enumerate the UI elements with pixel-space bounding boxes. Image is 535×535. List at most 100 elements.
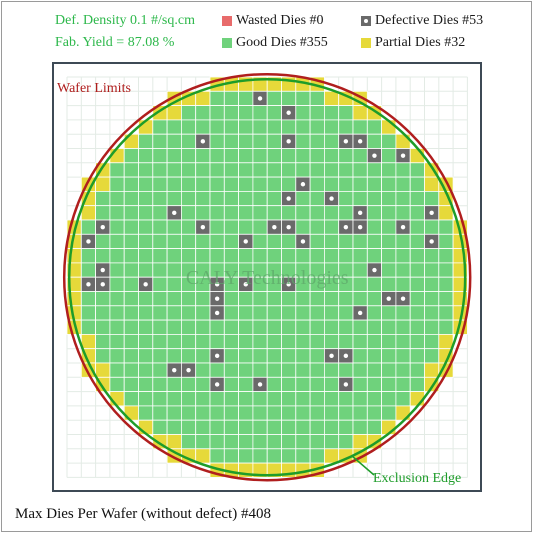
partial-die [352,105,368,121]
good-die [195,348,211,364]
good-die [223,176,240,192]
good-die [181,219,197,235]
good-die [252,119,268,135]
defect-marker [372,153,377,158]
good-die [352,333,368,350]
defect-marker [100,224,105,230]
good-die [252,148,268,164]
defect-marker [86,239,91,244]
watermark-text: CALY Technologies [186,267,349,289]
good-die [123,248,139,264]
good-die [266,305,282,321]
good-die [195,376,211,392]
good-die [195,319,211,335]
good-die [395,319,411,335]
partial-dies-label: Partial Dies #32 [375,35,466,50]
good-die [252,434,268,450]
good-die [323,419,340,435]
good-die [323,376,340,392]
defect-marker [200,224,206,230]
defect-marker [286,139,291,144]
defect-marker [100,282,105,287]
defect-marker [357,210,363,216]
good-die [266,176,282,192]
good-die [209,248,225,264]
good-die [209,319,225,335]
good-die [281,333,297,350]
wasted-swatch [222,16,232,26]
good-die [281,376,297,392]
good-die [266,376,282,392]
good-die [352,262,368,278]
good-die [409,205,425,221]
good-die [266,391,282,407]
good-die [123,291,139,307]
good-die [181,248,197,264]
good-die [181,391,197,407]
good-die [409,291,425,307]
fab-yield-label: Fab. Yield = 87.08 % [55,35,175,50]
good-die [195,176,211,192]
good-die [295,119,311,135]
good-die [438,319,454,335]
good-die [266,162,282,178]
good-die [438,219,454,235]
good-die [238,305,254,321]
good-die [80,262,96,278]
defect-marker [86,282,91,287]
good-die [138,291,154,307]
good-die [223,419,240,435]
good-die [366,176,382,192]
good-die [338,405,354,421]
good-die [181,305,197,321]
defect-marker [329,353,334,359]
good-die [309,248,325,264]
good-die [338,391,354,407]
good-die [266,348,282,364]
good-die [295,348,311,364]
good-die [80,291,96,307]
good-die [95,348,111,364]
good-die [123,362,139,378]
good-die [266,119,282,135]
good-die [109,219,125,235]
good-die [295,319,311,335]
good-die [152,262,168,278]
good-die [381,391,397,407]
partial-swatch [361,38,371,48]
good-die [381,276,397,292]
good-die [323,162,340,178]
defect-marker [343,353,349,359]
good-die [424,191,440,207]
good-die [109,291,125,307]
good-die [366,162,382,178]
good-die [309,162,325,178]
good-die [323,291,340,307]
good-die [281,90,297,106]
good-die [123,191,139,207]
good-die [152,291,168,307]
good-die [152,148,168,164]
good-die [424,248,440,264]
good-die [338,148,354,164]
good-die [309,434,325,450]
good-die [395,205,411,221]
good-die [252,191,268,207]
good-die [309,133,325,149]
good-die [123,219,139,235]
good-die [381,133,397,149]
good-die [166,291,182,307]
good-die [366,291,382,307]
good-die [366,133,382,149]
good-die [166,262,182,278]
good-die [395,391,411,407]
good-die [138,305,154,321]
good-die [309,319,325,335]
good-die [109,348,125,364]
good-die [266,105,282,121]
good-die [424,319,440,335]
good-die [295,191,311,207]
defect-marker [257,96,263,101]
good-die [123,391,139,407]
good-die [238,319,254,335]
